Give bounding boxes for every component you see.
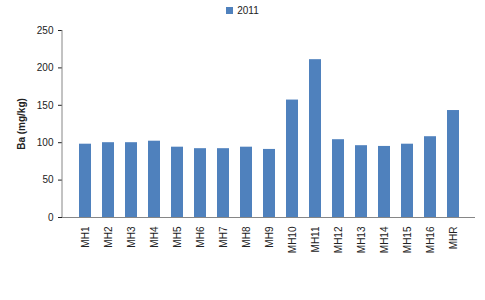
svg-text:MH11: MH11 <box>310 226 321 252</box>
svg-text:MH16: MH16 <box>425 226 436 253</box>
svg-text:MH6: MH6 <box>195 226 206 248</box>
svg-text:MH3: MH3 <box>126 226 137 248</box>
svg-text:MH13: MH13 <box>356 226 367 253</box>
svg-text:100: 100 <box>37 137 54 148</box>
svg-text:MHR: MHR <box>448 227 459 250</box>
svg-text:50: 50 <box>42 174 54 185</box>
svg-text:250: 250 <box>37 25 54 36</box>
svg-text:MH9: MH9 <box>264 226 275 248</box>
svg-text:MH5: MH5 <box>172 226 183 248</box>
svg-text:MH1: MH1 <box>80 226 91 248</box>
html-text:2011: 2011 <box>237 4 259 16</box>
svg-text:MH12: MH12 <box>333 226 344 253</box>
svg-text:0: 0 <box>48 212 54 223</box>
svg-text:MH7: MH7 <box>218 226 229 248</box>
svg-text:MH10: MH10 <box>287 226 298 253</box>
svg-text:MH14: MH14 <box>379 226 390 253</box>
svg-text:MH4: MH4 <box>149 226 160 248</box>
svg-text:150: 150 <box>37 100 54 111</box>
svg-text:MH2: MH2 <box>103 226 114 248</box>
svg-text:200: 200 <box>37 62 54 73</box>
svg-text:MH15: MH15 <box>402 226 413 253</box>
svg-text:MH8: MH8 <box>241 226 252 248</box>
svg-text:Ba (mg/kg): Ba (mg/kg) <box>16 98 27 150</box>
